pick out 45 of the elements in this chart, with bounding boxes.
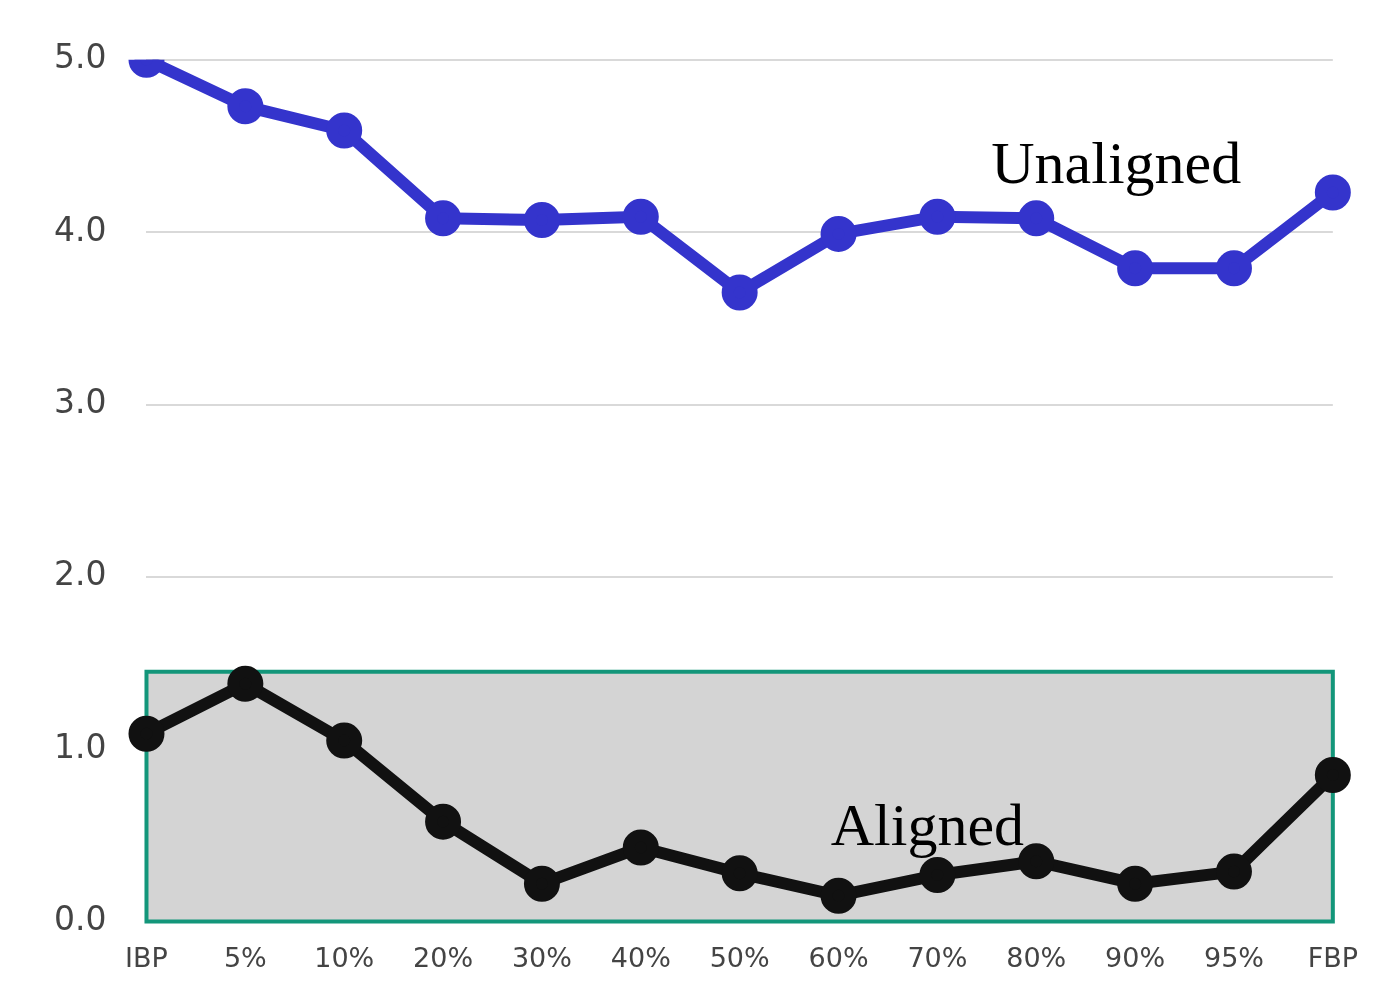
y-tick-label: 5.0 <box>54 37 107 77</box>
point <box>425 200 462 237</box>
y-tick-label: 4.0 <box>54 209 107 249</box>
x-tick-label: FBP <box>1307 941 1358 973</box>
series-label: Aligned <box>830 792 1025 859</box>
point <box>227 665 264 702</box>
x-tick-label: 70% <box>907 941 968 973</box>
x-tick-label: 80% <box>1006 941 1067 973</box>
point <box>622 198 659 235</box>
series-label: Unaligned <box>991 130 1242 197</box>
point <box>1018 200 1055 237</box>
y-tick-label: 1.0 <box>54 726 107 766</box>
point <box>1314 174 1351 211</box>
point <box>820 215 857 252</box>
x-tick-label: 20% <box>413 941 474 973</box>
point <box>1117 865 1154 902</box>
x-tick-label: 5% <box>223 941 267 973</box>
point <box>919 198 956 235</box>
x-tick-label: 30% <box>511 941 572 973</box>
point <box>1314 757 1351 794</box>
point <box>523 202 560 239</box>
point <box>820 877 857 914</box>
point <box>721 274 758 311</box>
point <box>1215 853 1252 890</box>
x-tick-label: 40% <box>610 941 671 973</box>
x-tick-label: 50% <box>709 941 770 973</box>
point <box>1215 250 1252 287</box>
point <box>523 865 560 902</box>
point <box>622 829 659 866</box>
x-tick-label: 10% <box>314 941 375 973</box>
point <box>425 803 462 840</box>
point <box>919 857 956 894</box>
point <box>227 88 264 125</box>
y-tick-label: 3.0 <box>54 382 107 422</box>
x-tick-label: 90% <box>1105 941 1166 973</box>
point <box>326 112 363 149</box>
x-tick-label: 95% <box>1203 941 1264 973</box>
point <box>721 855 758 892</box>
y-tick-label: 2.0 <box>54 554 107 594</box>
point <box>1117 250 1154 287</box>
x-tick-label: 60% <box>808 941 869 973</box>
x-tick-label: IBP <box>125 941 168 973</box>
point <box>128 715 165 752</box>
point <box>326 722 363 759</box>
y-tick-label: 0.0 <box>54 899 107 939</box>
